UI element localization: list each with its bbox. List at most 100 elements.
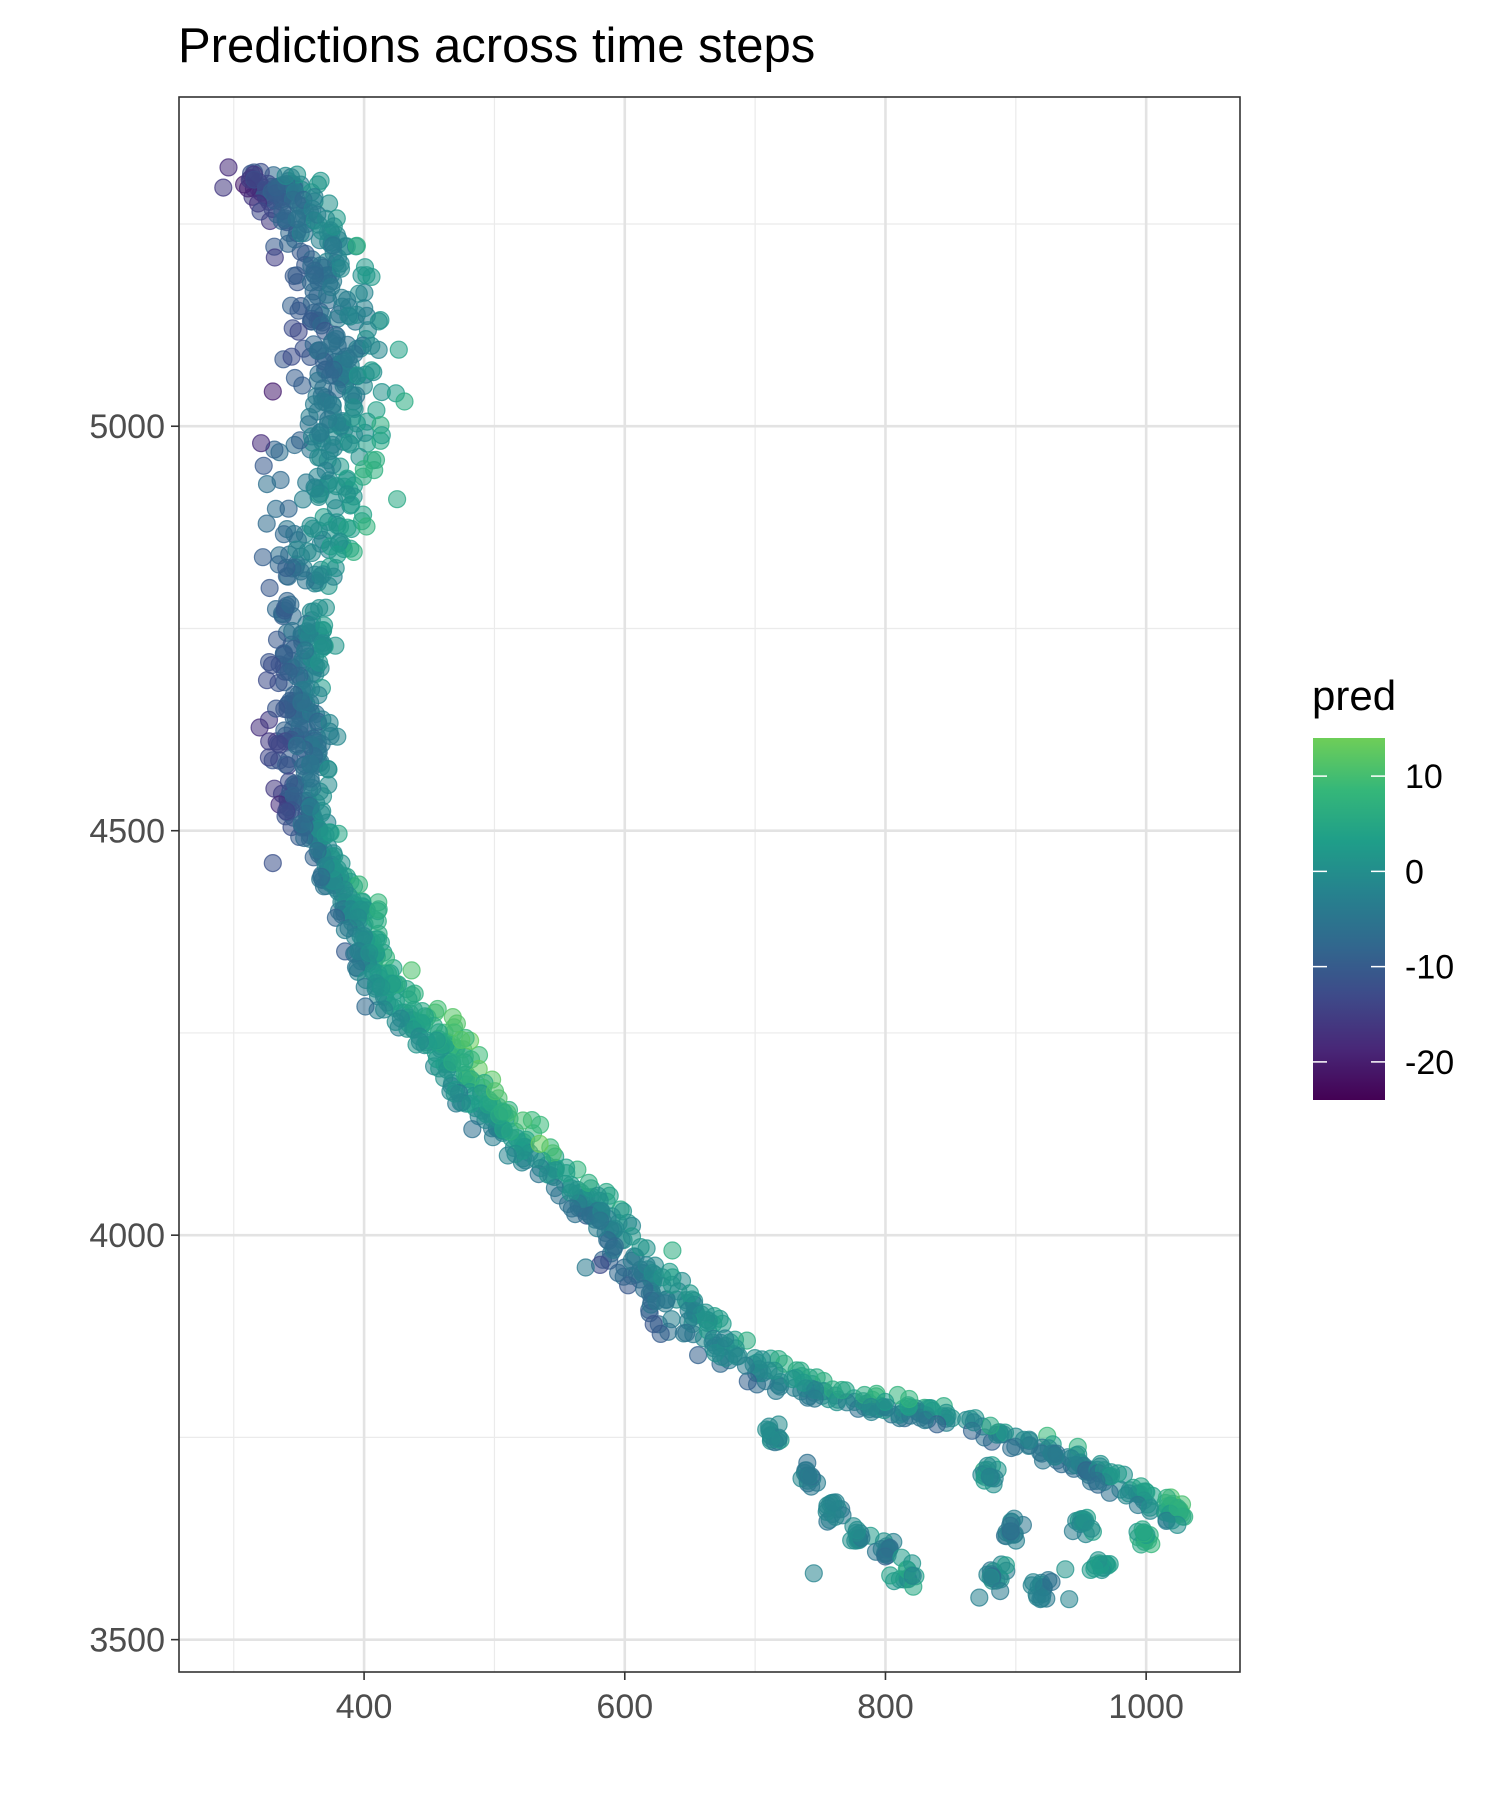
data-point bbox=[806, 1380, 825, 1400]
data-point bbox=[388, 490, 407, 509]
data-point bbox=[631, 1237, 650, 1257]
data-point bbox=[513, 1111, 533, 1130]
data-point bbox=[538, 1165, 557, 1184]
data-point bbox=[304, 395, 324, 414]
data-point bbox=[292, 693, 311, 712]
data-point bbox=[688, 1345, 708, 1365]
data-point bbox=[270, 735, 289, 754]
data-point bbox=[1020, 1430, 1039, 1449]
data-point bbox=[367, 401, 386, 420]
data-point bbox=[832, 1380, 851, 1400]
data-point bbox=[1024, 1573, 1043, 1592]
data-point bbox=[309, 685, 328, 705]
data-point bbox=[357, 517, 376, 536]
data-point bbox=[761, 1429, 781, 1449]
data-point bbox=[1082, 1519, 1101, 1538]
colorbar-tick-label: -20 bbox=[1405, 1044, 1454, 1082]
data-point bbox=[738, 1372, 757, 1391]
data-point bbox=[824, 1493, 843, 1512]
scatter-points bbox=[214, 158, 1194, 1609]
data-point bbox=[415, 1007, 434, 1026]
data-point bbox=[301, 754, 320, 773]
data-point bbox=[677, 1323, 696, 1343]
data-point bbox=[566, 1204, 585, 1224]
data-point bbox=[312, 867, 331, 887]
data-point bbox=[798, 1466, 818, 1485]
data-point bbox=[253, 548, 272, 567]
data-point bbox=[680, 1284, 700, 1303]
data-point bbox=[282, 347, 301, 366]
data-point bbox=[257, 514, 276, 533]
colorbar-ticks: -20 -10 0 10 bbox=[1313, 758, 1454, 1082]
colorbar-tick-label: -10 bbox=[1405, 949, 1454, 987]
y-axis-tick-label: 3500 bbox=[89, 1622, 165, 1660]
data-point bbox=[347, 236, 366, 255]
x-axis-tick-label: 600 bbox=[596, 1688, 653, 1726]
data-point bbox=[263, 382, 282, 401]
data-point bbox=[847, 1520, 867, 1540]
axes: 400 600 800 1000 3500 4000 4500 5000 bbox=[89, 408, 1184, 1726]
data-point bbox=[1001, 1516, 1020, 1535]
data-point bbox=[493, 1102, 512, 1121]
data-point bbox=[328, 545, 347, 564]
data-point bbox=[311, 423, 330, 443]
colorbar-gradient bbox=[1313, 738, 1385, 1100]
data-point bbox=[861, 1397, 881, 1417]
data-point bbox=[277, 802, 296, 821]
data-point bbox=[219, 158, 238, 177]
data-point bbox=[1042, 1572, 1061, 1592]
data-point bbox=[301, 797, 320, 816]
data-point bbox=[328, 413, 347, 432]
data-point bbox=[530, 1115, 550, 1134]
data-point bbox=[981, 1416, 1000, 1435]
data-point bbox=[389, 340, 408, 359]
data-point bbox=[410, 1032, 429, 1051]
data-point bbox=[285, 524, 304, 544]
data-point bbox=[557, 1163, 576, 1183]
data-point bbox=[1060, 1590, 1079, 1609]
data-point bbox=[375, 1000, 394, 1019]
data-point bbox=[335, 880, 354, 899]
data-point bbox=[279, 499, 298, 518]
data-point bbox=[881, 1566, 900, 1585]
data-point bbox=[311, 566, 330, 586]
data-point bbox=[752, 1350, 772, 1369]
data-point bbox=[369, 340, 388, 359]
y-axis-tick-label: 4000 bbox=[89, 1217, 165, 1255]
data-point bbox=[663, 1241, 682, 1260]
data-point bbox=[252, 434, 271, 453]
data-point bbox=[251, 202, 270, 221]
y-axis-tick-label: 4500 bbox=[89, 813, 165, 851]
chart-title: Predictions across time steps bbox=[178, 19, 815, 73]
data-point bbox=[452, 1030, 471, 1050]
data-point bbox=[964, 1413, 983, 1432]
data-point bbox=[267, 630, 287, 649]
data-point bbox=[257, 475, 277, 494]
data-point bbox=[1062, 1449, 1081, 1468]
data-point bbox=[561, 1183, 580, 1202]
data-point bbox=[1045, 1447, 1064, 1466]
x-axis-tick-label: 800 bbox=[857, 1688, 914, 1726]
data-point bbox=[287, 736, 306, 756]
data-point bbox=[338, 518, 357, 537]
data-point bbox=[287, 540, 306, 559]
data-point bbox=[344, 398, 363, 417]
data-point bbox=[1002, 1438, 1021, 1458]
data-point bbox=[485, 1082, 505, 1101]
data-point bbox=[391, 1009, 410, 1028]
data-point bbox=[1087, 1471, 1106, 1491]
data-point bbox=[530, 1134, 549, 1153]
x-axis-tick-label: 400 bbox=[336, 1688, 393, 1726]
data-point bbox=[257, 671, 277, 690]
x-axis-tick-label: 1000 bbox=[1108, 1688, 1184, 1726]
data-point bbox=[981, 1568, 1000, 1587]
data-point bbox=[337, 485, 356, 504]
data-point bbox=[267, 699, 286, 718]
data-point bbox=[804, 1564, 823, 1583]
data-point bbox=[276, 166, 295, 185]
data-point bbox=[319, 760, 338, 779]
data-point bbox=[265, 248, 284, 267]
plot-border bbox=[178, 96, 1241, 1673]
data-point bbox=[289, 322, 308, 341]
data-point bbox=[295, 641, 315, 660]
